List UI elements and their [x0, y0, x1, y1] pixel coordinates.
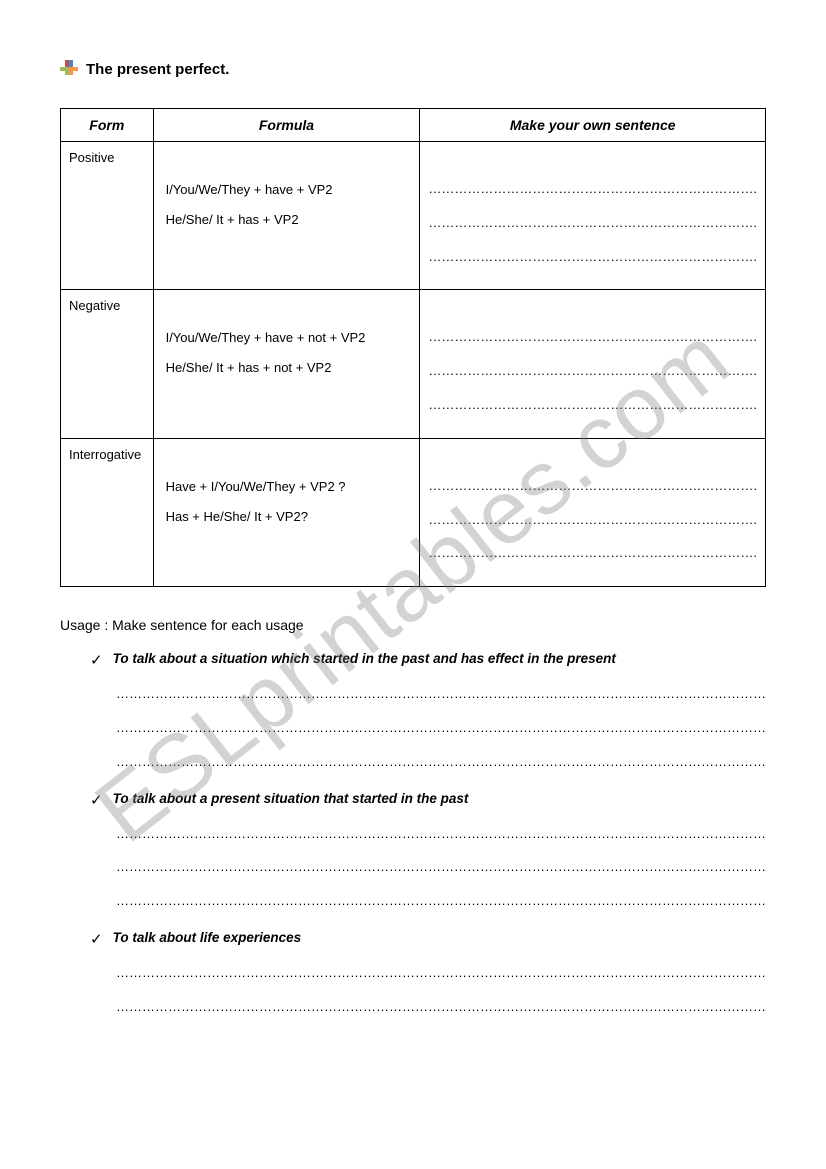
th-formula: Formula [153, 109, 420, 142]
table-row: Positive I/You/We/They + have + VP2 He/S… [61, 142, 766, 290]
check-icon: ✓ [90, 791, 103, 809]
formula-line: I/You/We/They + have + VP2 [166, 175, 412, 205]
usage-item: ✓ To talk about life experiences …………………… [90, 930, 766, 1024]
usage-text: To talk about a present situation that s… [113, 791, 469, 806]
title-row: The present perfect. [60, 60, 766, 78]
blank-line[interactable]: …………………………………………………………………. [428, 240, 757, 274]
th-sentence: Make your own sentence [420, 109, 766, 142]
blank-line[interactable]: …………………………………………………………………. [428, 469, 757, 503]
blank-line[interactable]: …………………………………………………………………………………………………………… [116, 956, 766, 990]
plus-bullet-icon [60, 60, 78, 78]
blank-line[interactable]: …………………………………………………………………. [428, 206, 757, 240]
blank-line[interactable]: …………………………………………………………………………………………………………… [116, 745, 766, 779]
blank-line[interactable]: …………………………………………………………………. [428, 536, 757, 570]
blank-line[interactable]: …………………………………………………………………………………………………………… [116, 817, 766, 851]
blank-line[interactable]: …………………………………………………………………………………………………………… [116, 850, 766, 884]
blank-line[interactable]: …………………………………………………………………………………………………………… [116, 711, 766, 745]
form-label: Interrogative [69, 447, 145, 462]
blank-line[interactable]: …………………………………………………………………. [428, 320, 757, 354]
formula-line: Has + He/She/ It + VP2? [166, 502, 412, 532]
blank-line[interactable]: …………………………………………………………………………………………………………… [116, 884, 766, 918]
blank-line[interactable]: …………………………………………………………………………………………………………… [116, 677, 766, 711]
formula-line: He/She/ It + has + not + VP2 [166, 353, 412, 383]
usage-text: To talk about life experiences [113, 930, 302, 945]
grammar-table: Form Formula Make your own sentence Posi… [60, 108, 766, 587]
check-icon: ✓ [90, 930, 103, 948]
worksheet-page: The present perfect. Form Formula Make y… [0, 0, 826, 1076]
formula-line: Have + I/You/We/They + VP2 ? [166, 472, 412, 502]
usage-text: To talk about a situation which started … [113, 651, 616, 666]
table-row: Interrogative Have + I/You/We/They + VP2… [61, 438, 766, 586]
page-title: The present perfect. [86, 61, 229, 78]
form-label: Positive [69, 150, 145, 165]
formula-line: He/She/ It + has + VP2 [166, 205, 412, 235]
blank-line[interactable]: …………………………………………………………………. [428, 172, 757, 206]
usage-heading: Usage : Make sentence for each usage [60, 617, 766, 633]
blank-line[interactable]: …………………………………………………………………. [428, 388, 757, 422]
usage-item: ✓ To talk about a situation which starte… [90, 651, 766, 778]
check-icon: ✓ [90, 651, 103, 669]
usage-item: ✓ To talk about a present situation that… [90, 791, 766, 918]
formula-line: I/You/We/They + have + not + VP2 [166, 323, 412, 353]
table-row: Negative I/You/We/They + have + not + VP… [61, 290, 766, 438]
blank-line[interactable]: …………………………………………………………………………………………………………… [116, 990, 766, 1024]
form-label: Negative [69, 298, 145, 313]
th-form: Form [61, 109, 154, 142]
blank-line[interactable]: …………………………………………………………………. [428, 503, 757, 537]
blank-line[interactable]: …………………………………………………………………. [428, 354, 757, 388]
